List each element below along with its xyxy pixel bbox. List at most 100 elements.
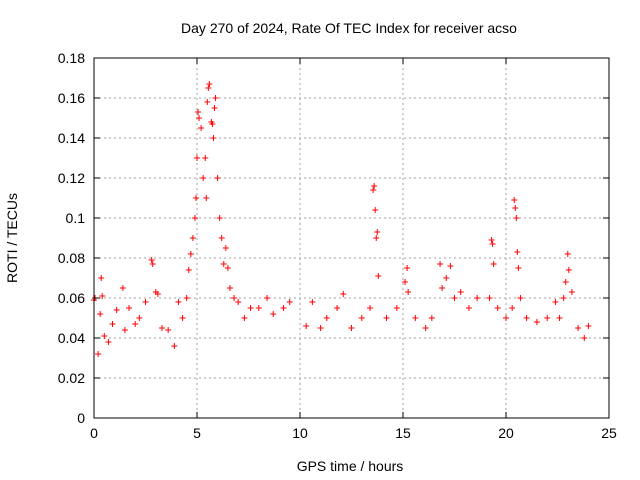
y-tick-label: 0.12 — [58, 170, 85, 186]
data-point — [264, 295, 271, 301]
x-axis-label: GPS time / hours — [297, 458, 404, 474]
data-point — [211, 105, 218, 111]
grid-lines — [94, 58, 609, 418]
data-point — [340, 291, 347, 297]
data-point — [216, 215, 223, 221]
data-point — [179, 315, 186, 321]
y-tick-label: 0.14 — [58, 130, 85, 146]
data-point — [465, 305, 472, 311]
data-point — [428, 315, 435, 321]
data-point — [142, 299, 149, 305]
data-point — [457, 289, 464, 295]
data-point — [562, 279, 569, 285]
data-point — [191, 215, 198, 221]
data-point — [231, 295, 238, 301]
y-tick-label: 0.02 — [58, 370, 85, 386]
y-tick-label: 0 — [77, 410, 85, 426]
data-point — [494, 305, 501, 311]
chart-title: Day 270 of 2024, Rate Of TEC Index for r… — [181, 20, 517, 36]
data-point — [568, 289, 575, 295]
x-tick-label: 20 — [498, 425, 514, 441]
data-point — [194, 155, 200, 161]
y-tick-label: 0.16 — [58, 90, 85, 106]
data-point — [187, 251, 194, 257]
data-point — [565, 267, 572, 273]
data-point — [443, 275, 450, 281]
data-point — [210, 135, 217, 141]
data-point — [348, 325, 355, 331]
data-point — [205, 85, 212, 91]
x-tick-label: 15 — [395, 425, 411, 441]
data-point — [393, 305, 400, 311]
data-point — [367, 305, 374, 311]
data-point — [334, 305, 341, 311]
data-point — [235, 299, 242, 305]
data-point — [220, 261, 227, 267]
data-point — [489, 241, 496, 247]
data-point — [404, 265, 411, 271]
data-point — [175, 299, 182, 305]
data-point — [165, 327, 172, 333]
data-point — [198, 125, 205, 131]
data-point — [523, 315, 530, 321]
data-point — [513, 215, 520, 221]
data-point — [488, 237, 495, 243]
data-point — [556, 315, 563, 321]
data-point — [437, 261, 444, 267]
data-point — [97, 311, 104, 317]
data-point — [451, 295, 458, 301]
data-point — [402, 279, 409, 285]
data-point — [192, 195, 199, 201]
data-point — [101, 333, 108, 339]
data-point — [202, 155, 209, 161]
data-point — [222, 245, 229, 251]
data-point — [581, 335, 588, 341]
data-point — [374, 229, 381, 235]
data-point — [113, 307, 120, 313]
data-point — [286, 299, 293, 305]
data-point — [98, 275, 105, 281]
data-series — [91, 81, 592, 357]
data-point — [375, 273, 382, 279]
data-point — [109, 321, 116, 327]
data-point — [185, 267, 192, 273]
data-point — [241, 315, 248, 321]
data-point — [372, 207, 379, 213]
data-point — [515, 265, 522, 271]
data-point — [203, 195, 210, 201]
data-point — [209, 121, 216, 127]
data-point — [280, 305, 287, 311]
axis-ticks: 0 5 10 15 20 25 0 0.02 0.04 0.06 0.08 0.1 0.12 0.14 0.… — [58, 50, 617, 441]
data-point — [323, 315, 330, 321]
data-point — [270, 311, 277, 317]
data-point — [544, 315, 551, 321]
data-point — [303, 323, 310, 329]
data-point — [212, 95, 219, 101]
data-point — [517, 295, 524, 301]
data-point — [148, 257, 155, 263]
data-point — [255, 305, 262, 311]
x-tick-label: 5 — [193, 425, 201, 441]
data-point — [171, 343, 178, 349]
data-point — [373, 235, 380, 241]
data-point — [309, 299, 316, 305]
data-point — [358, 315, 365, 321]
data-point — [585, 323, 592, 329]
data-point — [214, 175, 221, 181]
data-point — [422, 325, 429, 331]
data-point — [196, 115, 203, 121]
plot-frame — [93, 57, 610, 419]
data-point — [154, 291, 161, 297]
data-point — [195, 109, 202, 115]
data-point — [95, 351, 102, 357]
data-point — [224, 265, 231, 271]
data-point — [439, 285, 446, 291]
x-tick-label: 10 — [292, 425, 308, 441]
data-point — [189, 235, 196, 241]
data-point — [486, 295, 493, 301]
data-point — [200, 175, 207, 181]
data-point — [383, 315, 390, 321]
data-point — [552, 299, 559, 305]
data-point — [514, 249, 521, 255]
data-point — [226, 285, 233, 291]
